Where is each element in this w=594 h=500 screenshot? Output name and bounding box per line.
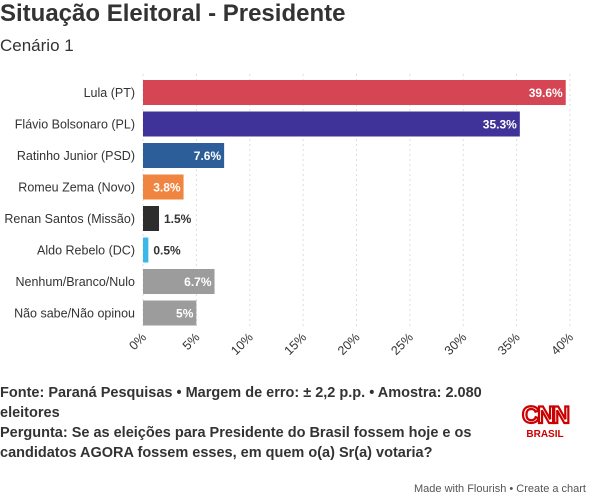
bar [143,143,225,168]
bar-chart: Lula (PT) 39.6% Flávio Bolsonaro (PL) 35.3%… [4,74,577,358]
category-label: Aldo Rebelo (DC) [37,244,135,258]
category-label: Nenhum/Branco/Nulo [15,275,135,289]
category-label: Romeu Zema (Novo) [18,181,135,195]
data-label: 7.6% [194,149,222,163]
question-note: Pergunta: Se as eleições para Presidente… [0,425,472,461]
x-tick-label: 25% [388,330,416,358]
category-label: Lula (PT) [84,86,135,100]
data-label: 3.8% [153,181,181,195]
data-label: 0.5% [153,244,181,258]
category-label: Renan Santos (Missão) [4,212,135,226]
chart-title: Situação Eleitoral - Presidente [0,0,346,27]
data-label: 5% [176,307,194,321]
logo-sub-text: BRASIL [526,429,563,440]
bar [143,237,149,263]
bar [143,80,566,105]
x-tick-label: 15% [282,330,310,358]
x-tick-label: 35% [495,330,523,358]
bar [143,111,520,137]
chart-subtitle: Cenário 1 [0,36,74,55]
data-label: 6.7% [184,275,212,289]
bar [143,174,184,200]
category-label: Não sabe/Não opinou [14,307,135,321]
x-tick-label: 0% [126,330,149,353]
footer-notes: Fonte: Paraná Pesquisas • Margem de erro… [0,383,500,463]
logo-brand-text: CNN [522,402,569,429]
category-label: Ratinho Junior (PSD) [17,149,135,163]
data-label: 39.6% [529,86,563,100]
source-note: Fonte: Paraná Pesquisas • Margem de erro… [0,385,482,421]
category-label: Flávio Bolsonaro (PL) [15,118,135,132]
flourish-credit[interactable]: Made with Flourish • Create a chart [414,483,586,495]
bar [143,300,197,326]
data-label: 1.5% [164,212,192,226]
x-tick-label: 30% [442,330,470,358]
x-tick-label: 40% [549,330,577,358]
data-label: 35.3% [483,118,517,132]
cnn-brasil-logo: CNN BRASIL [521,401,572,440]
bar [143,269,215,294]
bar [143,206,160,231]
x-tick-label: 5% [180,330,203,353]
x-tick-label: 20% [335,330,363,358]
x-tick-label: 10% [228,330,256,358]
